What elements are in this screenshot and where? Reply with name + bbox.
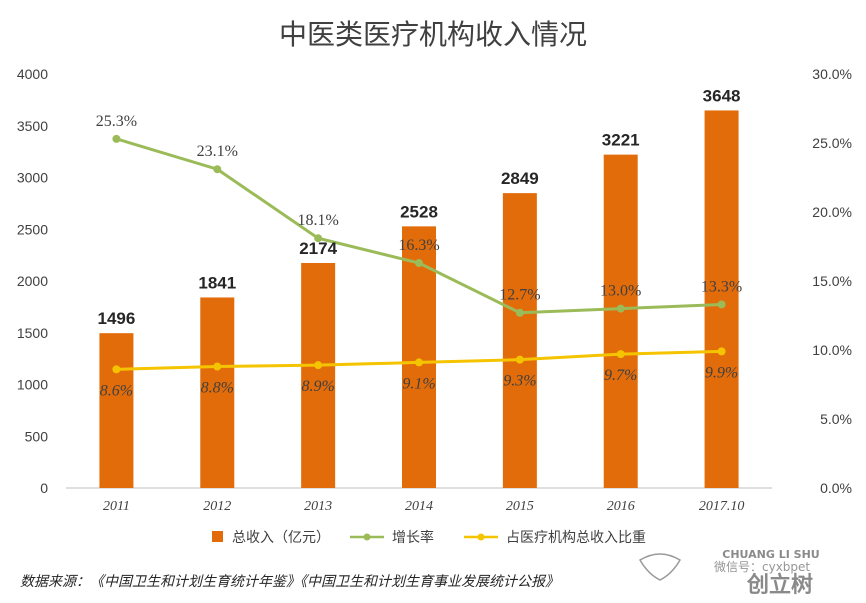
bar	[99, 333, 134, 488]
y-tick-label-left: 1500	[17, 325, 48, 341]
growth-rate-label: 23.1%	[197, 143, 238, 160]
y-tick-label-right: 25.0%	[812, 135, 852, 151]
legend-label-growth: 增长率	[392, 529, 434, 546]
bar	[301, 262, 336, 488]
share-label: 9.3%	[503, 373, 536, 390]
share-point	[112, 365, 121, 374]
legend-label-share: 占医疗机构总收入比重	[506, 530, 646, 546]
x-tick-label: 2015	[506, 499, 534, 514]
legend-label-revenue: 总收入（亿元）	[232, 530, 330, 546]
y-tick-label-left: 0	[40, 480, 48, 496]
bar-value-label: 2528	[400, 202, 438, 221]
growth-rate-point	[415, 259, 423, 268]
bar-value-label: 2849	[501, 169, 539, 188]
share-label: 8.6%	[100, 382, 133, 399]
watermark-bottom: 创立树	[746, 572, 813, 598]
watermark: CHUANG LI SHU 微信号：cyxbpet 创立树	[638, 548, 820, 598]
watermark-leaf-icon	[638, 553, 682, 581]
y-tick-label-left: 3500	[17, 118, 48, 134]
legend-swatch-revenue	[212, 531, 223, 542]
bar-value-label: 1496	[98, 309, 136, 328]
y-tick-label-right: 0.0%	[820, 480, 852, 496]
y-axis-left: 0 500 1000 1500 2000 2500 3000 3500 4000	[17, 66, 48, 496]
x-tick-label: 2013	[304, 499, 332, 514]
x-axis: 2011 2012 2013 2014 2015 2016 2017.10	[103, 499, 744, 514]
y-tick-label-right: 30.0%	[812, 66, 852, 82]
growth-rate-point	[515, 308, 524, 317]
bar	[502, 193, 537, 489]
y-tick-label-left: 4000	[17, 66, 48, 82]
legend-marker-growth	[363, 533, 371, 541]
growth-rate-label: 18.1%	[297, 212, 338, 229]
bar-value-label: 3648	[703, 86, 741, 105]
y-tick-label-right: 5.0%	[820, 411, 852, 427]
share-point	[213, 362, 222, 371]
bar-series	[99, 110, 739, 489]
share-point	[415, 358, 423, 367]
x-tick-label: 2012	[203, 499, 231, 514]
share-label: 8.8%	[201, 380, 234, 397]
y-tick-label-left: 500	[25, 428, 49, 444]
y-tick-label-left: 1000	[17, 377, 48, 393]
y-axis-right: 0.0% 5.0% 10.0% 15.0% 20.0% 25.0% 30.0%	[812, 66, 852, 496]
share-point	[717, 347, 726, 356]
growth-rate-label: 13.0%	[600, 283, 641, 300]
share-label: 8.9%	[301, 378, 334, 395]
growth-rate-label: 25.3%	[96, 113, 137, 130]
bar	[704, 110, 739, 488]
y-tick-label-left: 3000	[17, 170, 48, 186]
share-point	[515, 355, 524, 364]
source-note: 数据来源：《中国卫生和计划生育统计年鉴》《中国卫生和计划生育事业发展统计公报》	[20, 574, 559, 590]
share-label: 9.7%	[604, 367, 637, 384]
chart-title: 中医类医疗机构收入情况	[279, 18, 587, 51]
x-tick-label: 2011	[103, 499, 130, 514]
growth-rate-label: 13.3%	[701, 278, 742, 295]
y-tick-label-right: 10.0%	[812, 342, 852, 358]
share-point	[314, 361, 323, 370]
y-tick-label-left: 2000	[17, 273, 48, 289]
growth-rate-point	[314, 234, 323, 243]
share-point	[616, 350, 625, 359]
bar	[200, 297, 235, 488]
watermark-overlay: 微信号：cyxbpet	[714, 560, 810, 574]
growth-rate-point	[717, 300, 726, 309]
bar	[603, 154, 638, 488]
growth-rate-label: 16.3%	[398, 237, 439, 254]
line-series	[112, 134, 726, 374]
growth-rate-point	[616, 304, 625, 313]
watermark-top: CHUANG LI SHU	[722, 548, 819, 561]
bar-value-label: 2174	[299, 239, 337, 258]
x-tick-label: 2017.10	[699, 499, 745, 514]
growth-rate-point	[112, 134, 121, 143]
y-tick-label-right: 20.0%	[812, 204, 852, 220]
y-tick-label-left: 2500	[17, 221, 48, 237]
growth-rate-label: 12.7%	[499, 287, 540, 304]
growth-rate-point	[213, 165, 222, 174]
x-tick-label: 2014	[405, 499, 433, 514]
share-label: 9.1%	[402, 375, 435, 392]
bar-value-label: 1841	[198, 273, 236, 292]
share-label: 9.9%	[705, 364, 738, 381]
y-tick-label-right: 15.0%	[812, 273, 852, 289]
x-tick-label: 2016	[607, 499, 635, 514]
bar-value-label: 3221	[602, 131, 640, 150]
data-labels: 1496 1841 2174 2528 2849 3221 3648 25.3% 23.1% 18…	[96, 86, 742, 399]
legend: 总收入（亿元） 增长率 占医疗机构总收入比重	[212, 529, 646, 546]
legend-marker-share	[477, 533, 485, 541]
